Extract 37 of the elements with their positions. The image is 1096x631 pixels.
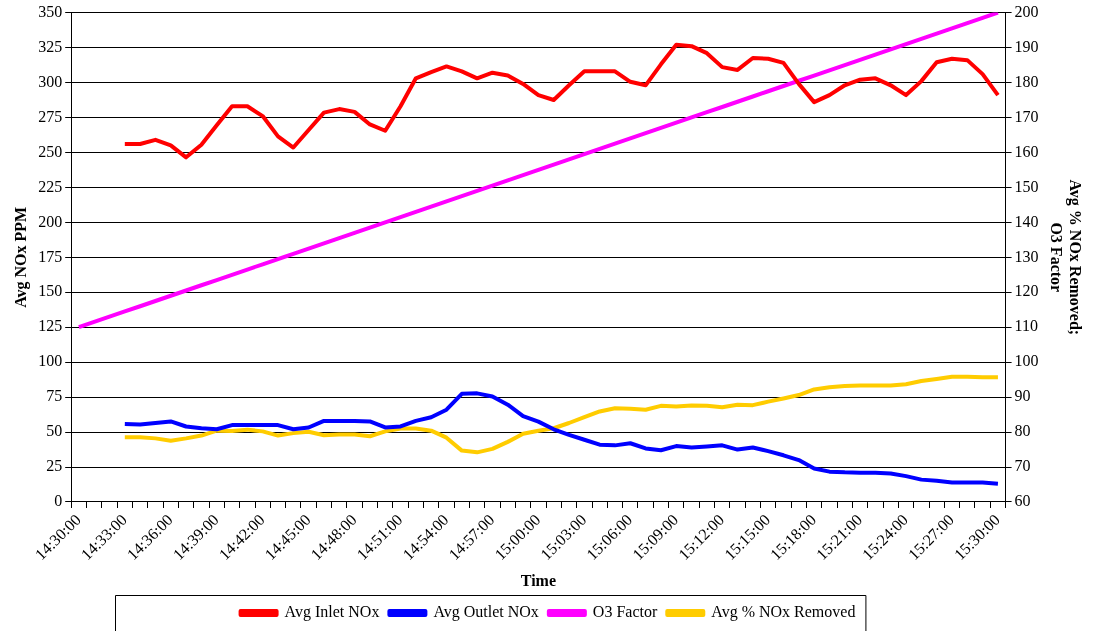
y-tick-label: 250 bbox=[38, 142, 63, 160]
y2-tick-label: 110 bbox=[1014, 317, 1039, 335]
y2-tick-label: 120 bbox=[1014, 282, 1039, 300]
y2-tick-label: 160 bbox=[1014, 142, 1039, 160]
y-tick-label: 225 bbox=[38, 177, 63, 195]
y-tick-label: 125 bbox=[38, 317, 63, 335]
y2-tick-label: 100 bbox=[1014, 352, 1039, 370]
y-tick-label: 0 bbox=[54, 492, 63, 510]
y2-tick-label: 70 bbox=[1014, 457, 1031, 475]
y2-tick-label: 170 bbox=[1014, 107, 1039, 125]
y-tick-label: 175 bbox=[38, 247, 63, 265]
y-tick-label: 300 bbox=[38, 72, 63, 90]
y2-tick-label: 90 bbox=[1014, 387, 1031, 405]
y2-tick-label: 130 bbox=[1014, 247, 1039, 265]
y2-tick-label: 180 bbox=[1014, 72, 1039, 90]
y2-tick-label: 60 bbox=[1014, 492, 1031, 510]
legend-label: Avg Outlet NOx bbox=[433, 603, 539, 622]
y2-tick-label: 140 bbox=[1014, 212, 1039, 230]
y-axis-title: Avg NOx PPM bbox=[11, 206, 30, 308]
y2-tick-label: 190 bbox=[1014, 37, 1039, 55]
y-tick-label: 350 bbox=[38, 2, 63, 20]
y-tick-label: 25 bbox=[46, 457, 63, 475]
y-tick-label: 75 bbox=[46, 387, 63, 405]
y-tick-label: 100 bbox=[38, 352, 63, 370]
legend-label: Avg Inlet NOx bbox=[284, 603, 380, 622]
x-axis-title: Time bbox=[520, 571, 557, 589]
y2-tick-label: 200 bbox=[1014, 2, 1039, 20]
legend-label: Avg % NOx Removed bbox=[711, 603, 856, 622]
y2-tick-label: 80 bbox=[1014, 422, 1031, 440]
y-tick-label: 200 bbox=[38, 212, 63, 230]
y-tick-label: 275 bbox=[38, 107, 63, 125]
y-tick-label: 325 bbox=[38, 37, 63, 55]
y-tick-label: 150 bbox=[38, 282, 63, 300]
legend-label: O3 Factor bbox=[592, 603, 658, 621]
y2-tick-label: 150 bbox=[1014, 177, 1039, 195]
y-tick-label: 50 bbox=[46, 422, 63, 440]
y2-axis-title: Avg % NOx Removed; O3 Factor bbox=[1048, 179, 1085, 336]
